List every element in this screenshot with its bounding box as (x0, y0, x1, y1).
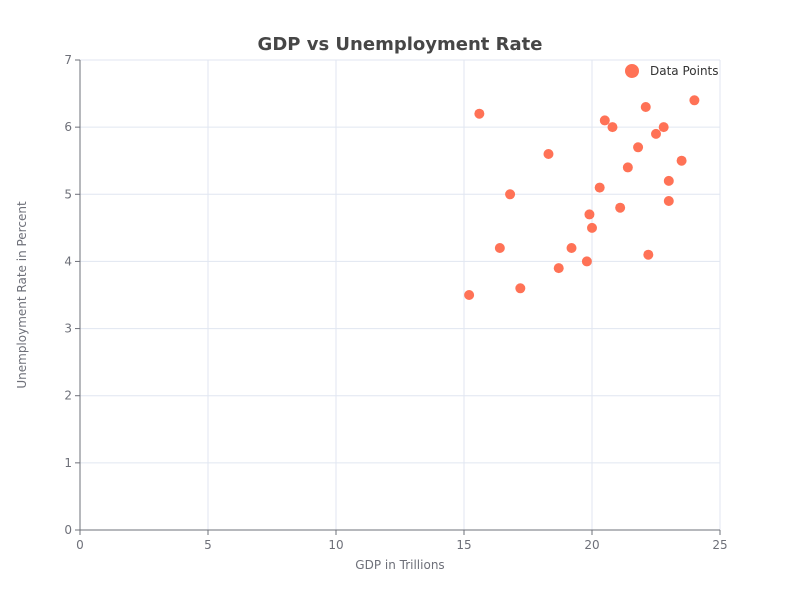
legend-marker[interactable] (625, 64, 639, 78)
data-point[interactable] (607, 122, 618, 133)
data-point[interactable] (651, 128, 661, 139)
y-tick-label: 2 (64, 389, 72, 403)
x-tick-label: 25 (712, 538, 727, 552)
y-tick-label: 1 (64, 456, 72, 470)
legend-label[interactable]: Data Points (650, 64, 719, 78)
grid-lines (79, 59, 721, 531)
y-tick-label: 7 (64, 53, 72, 67)
axes: 0 5 10 15 20 25 0 1 2 3 4 5 6 7 (64, 53, 727, 552)
data-point[interactable] (633, 142, 644, 153)
data-point[interactable] (587, 222, 597, 233)
data-point[interactable] (494, 243, 505, 253)
y-tick-label: 4 (64, 254, 72, 268)
y-tick-label: 6 (64, 120, 72, 134)
data-point[interactable] (599, 115, 610, 126)
x-axis-label: GDP in Trillions (355, 558, 444, 572)
data-point[interactable] (643, 249, 654, 260)
x-tick-label: 10 (328, 538, 343, 552)
data-point[interactable] (543, 149, 554, 159)
data-point[interactable] (474, 108, 485, 119)
y-axis-label: Unemployment Rate in Percent (15, 201, 29, 389)
data-point[interactable] (464, 290, 475, 300)
data-point[interactable] (658, 122, 669, 133)
y-tick-label: 5 (64, 187, 72, 201)
y-tick-label: 0 (64, 523, 72, 537)
x-tick-label: 20 (584, 538, 599, 552)
y-tick-label: 3 (64, 322, 72, 336)
data-point[interactable] (676, 155, 687, 166)
data-point[interactable] (581, 256, 592, 267)
data-point[interactable] (622, 162, 633, 173)
data-point[interactable] (663, 196, 674, 206)
x-tick-label: 5 (204, 538, 212, 552)
data-point[interactable] (615, 202, 626, 213)
data-point[interactable] (663, 175, 674, 186)
data-point[interactable] (553, 263, 564, 274)
legend[interactable]: Data Points (625, 64, 719, 78)
chart-title: GDP vs Unemployment Rate (258, 34, 543, 55)
data-point[interactable] (515, 283, 526, 294)
data-point[interactable] (594, 182, 605, 193)
data-point[interactable] (640, 102, 651, 112)
data-points (464, 95, 700, 300)
data-point[interactable] (584, 209, 595, 220)
data-point[interactable] (689, 95, 700, 106)
data-point[interactable] (566, 243, 577, 253)
data-point[interactable] (505, 189, 516, 200)
x-tick-label: 15 (456, 538, 471, 552)
x-tick-label: 0 (76, 538, 84, 552)
